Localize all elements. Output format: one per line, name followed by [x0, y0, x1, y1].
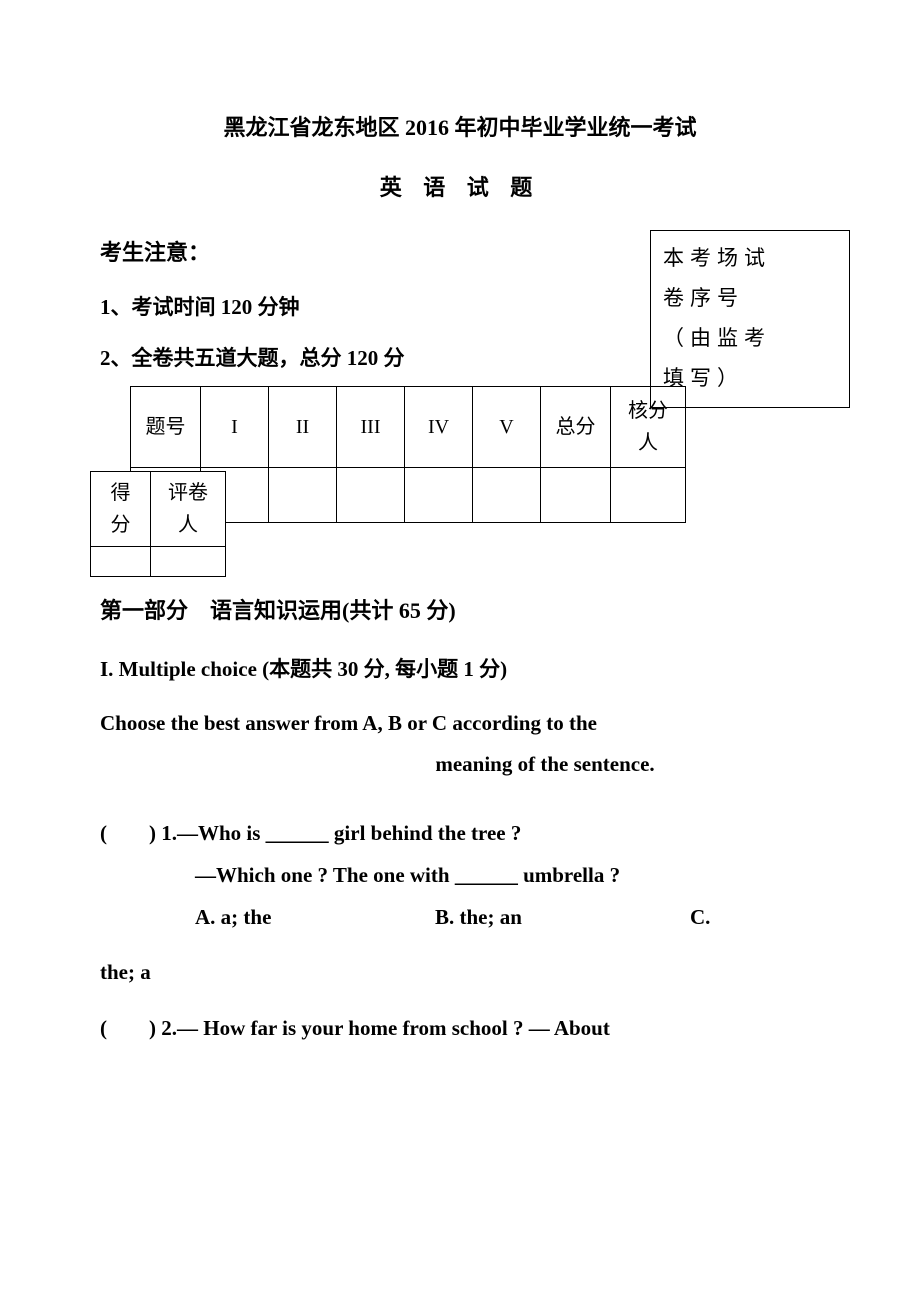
score-IV [405, 467, 473, 522]
question-2: ( ) 2.— How far is your home from school… [100, 1007, 820, 1049]
col-total: 总分 [541, 386, 611, 467]
col-I: I [201, 386, 269, 467]
exam-title: 黑龙江省龙东地区 2016 年初中毕业学业统一考试 [100, 110, 820, 145]
col-kefen: 核分人 [611, 386, 686, 467]
overlay-defen: 得分 [91, 471, 151, 546]
part-1-title: 第一部分 语言知识运用(共计 65 分) [100, 593, 820, 628]
seq-line-3: （由监考 [663, 319, 837, 359]
q1-opt-b: B. the; an [435, 896, 690, 938]
col-IV: IV [405, 386, 473, 467]
score-kefen [611, 467, 686, 522]
score-tables: 题号 I II III IV V 总分 核分人 得分 [100, 386, 820, 523]
notice-section: 考生注意： 1、考试时间 120 分钟 2、全卷共五道大题，总分 120 分 本… [100, 235, 820, 375]
overlay-blank-2 [151, 546, 226, 576]
q1-opt-a: A. a; the [195, 896, 435, 938]
q1-options: A. a; the B. the; an C. [100, 896, 820, 938]
score-II [269, 467, 337, 522]
overlay-blank-1 [91, 546, 151, 576]
overlay-pingjuan: 评卷人 [151, 471, 226, 546]
q1-line1: ( ) 1.—Who is ______ girl behind the tre… [100, 812, 820, 854]
col-V: V [473, 386, 541, 467]
score-V [473, 467, 541, 522]
col-II: II [269, 386, 337, 467]
q1-line2: —Which one ? The one with ______ umbrell… [100, 854, 820, 896]
instruction-line-1: Choose the best answer from A, B or C ac… [100, 707, 820, 741]
q2-line1: ( ) 2.— How far is your home from school… [100, 1007, 820, 1049]
q1-opt-c: C. [690, 896, 820, 938]
col-III: III [337, 386, 405, 467]
seq-line-1: 本考场试 [663, 239, 837, 279]
score-total [541, 467, 611, 522]
question-1: ( ) 1.—Who is ______ girl behind the tre… [100, 812, 820, 938]
exam-subtitle: 英 语 试 题 [100, 170, 820, 205]
score-III [337, 467, 405, 522]
q1-continuation: the; a [100, 956, 820, 990]
overlay-score-table: 得分 评卷人 [90, 471, 226, 577]
seq-line-2: 卷序号 [663, 279, 837, 319]
instruction-line-2: meaning of the sentence. [100, 748, 820, 782]
header-label: 题号 [131, 386, 201, 467]
exam-sequence-box: 本考场试 卷序号 （由监考 填写） [650, 230, 900, 408]
section-i-title: I. Multiple choice (本题共 30 分, 每小题 1 分) [100, 653, 820, 687]
